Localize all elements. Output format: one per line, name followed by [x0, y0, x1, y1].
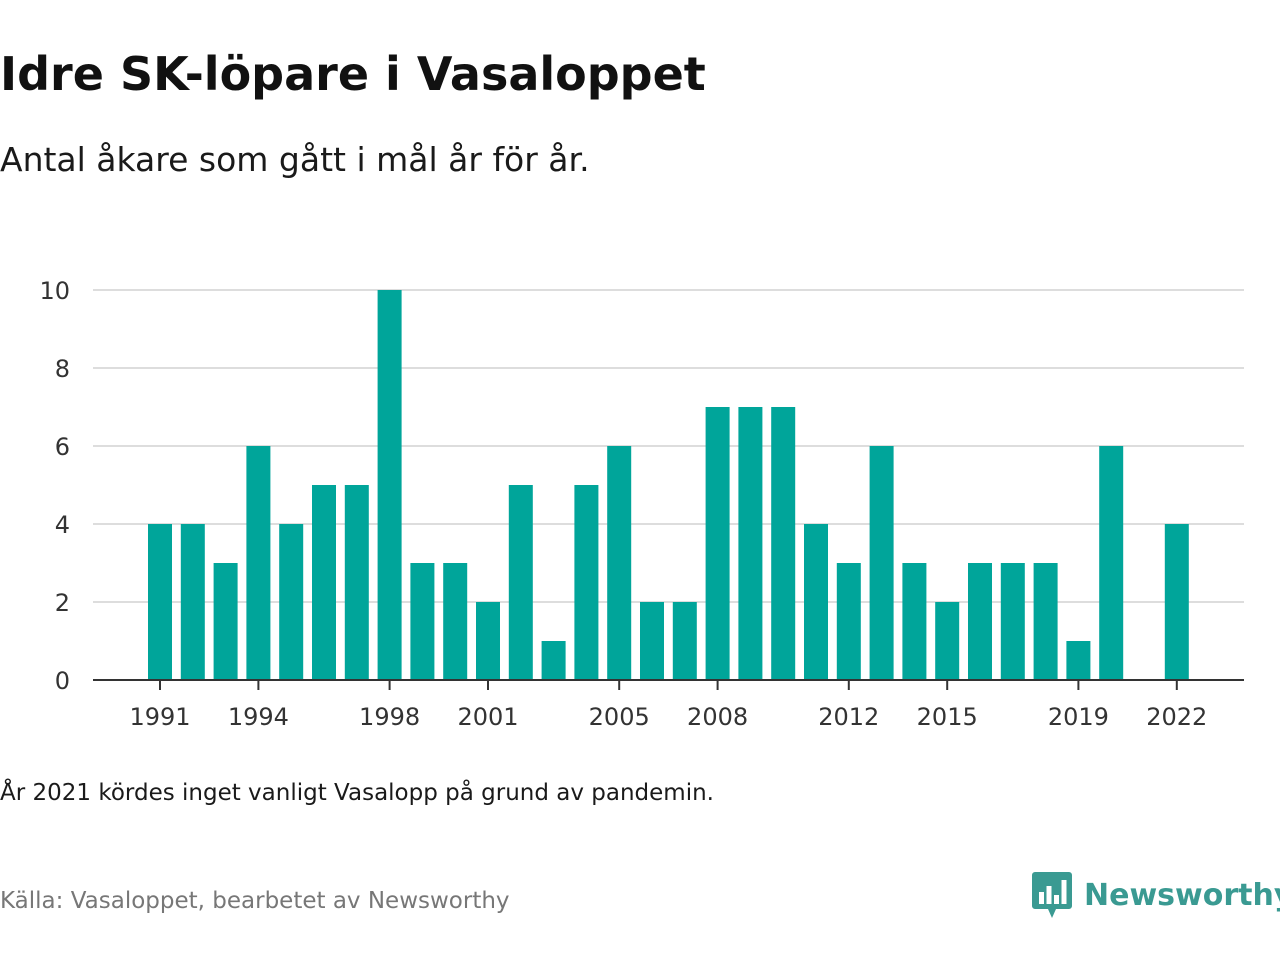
bar-2003 — [541, 641, 566, 680]
y-tick-label-0: 0 — [55, 667, 70, 695]
bars — [148, 290, 1189, 680]
bar-chart: 0 2 4 6 8 10 1991 1994 1998 2001 2005 2008 2012 2015 2… — [39, 277, 1244, 731]
bar-1991 — [148, 524, 172, 680]
bar-2014 — [902, 563, 927, 680]
bar-1997 — [344, 485, 369, 680]
bar-2017 — [1000, 563, 1025, 680]
bar-2001 — [476, 602, 500, 680]
newsworthy-logo-text: Newsworthy — [1084, 877, 1280, 913]
source-credit: Källa: Vasaloppet, bearbetet av Newswort… — [0, 888, 510, 914]
bar-2019 — [1066, 641, 1091, 680]
newsworthy-chart-icon — [1032, 872, 1072, 918]
bar-2005 — [607, 446, 632, 680]
x-tick-label-2022: 2022 — [1146, 703, 1207, 731]
y-tick-label-6: 6 — [55, 433, 70, 461]
y-tick-label-2: 2 — [55, 589, 70, 617]
bar-1996 — [312, 485, 336, 680]
bar-1994 — [246, 446, 271, 680]
x-tick-label-1994: 1994 — [228, 703, 289, 731]
bar-2011 — [804, 524, 828, 680]
bar-1998 — [377, 290, 402, 680]
bar-1992 — [180, 524, 205, 680]
chart-subtitle: Antal åkare som gått i mål år för år. — [0, 140, 590, 179]
footnote: År 2021 kördes inget vanligt Vasalopp på… — [0, 780, 714, 806]
bar-2010 — [771, 407, 796, 680]
bar-2009 — [738, 407, 763, 680]
y-tick-label-10: 10 — [39, 277, 70, 305]
bar-2004 — [574, 485, 599, 680]
bar-2020 — [1099, 446, 1124, 680]
bar-2006 — [640, 602, 664, 680]
bar-2002 — [508, 485, 533, 680]
bar-2015 — [935, 602, 960, 680]
axes: 0 2 4 6 8 10 1991 1994 1998 2001 2005 2008 2012 2015 2… — [39, 277, 1244, 731]
bar-1995 — [279, 524, 304, 680]
x-tick-label-2019: 2019 — [1048, 703, 1109, 731]
newsworthy-logo: Newsworthy — [1032, 870, 1280, 920]
bar-1993 — [213, 563, 238, 680]
x-tick-label-2012: 2012 — [818, 703, 879, 731]
x-tick-label-2008: 2008 — [687, 703, 748, 731]
y-tick-label-4: 4 — [55, 511, 70, 539]
x-tick-label-2005: 2005 — [589, 703, 650, 731]
bar-2012 — [836, 563, 861, 680]
bar-2022 — [1164, 524, 1189, 680]
bar-2007 — [672, 602, 697, 680]
bar-2000 — [443, 563, 468, 680]
x-tick-label-1998: 1998 — [359, 703, 420, 731]
bar-2013 — [869, 446, 894, 680]
x-tick-label-2001: 2001 — [457, 703, 518, 731]
bar-2016 — [968, 563, 992, 680]
bar-2018 — [1033, 563, 1058, 680]
bar-2008 — [705, 407, 730, 680]
bar-1999 — [410, 563, 435, 680]
x-tick-label-2015: 2015 — [917, 703, 978, 731]
x-tick-label-1991: 1991 — [129, 703, 190, 731]
y-tick-label-8: 8 — [55, 355, 70, 383]
chart-title: Idre SK-löpare i Vasaloppet — [0, 47, 706, 101]
